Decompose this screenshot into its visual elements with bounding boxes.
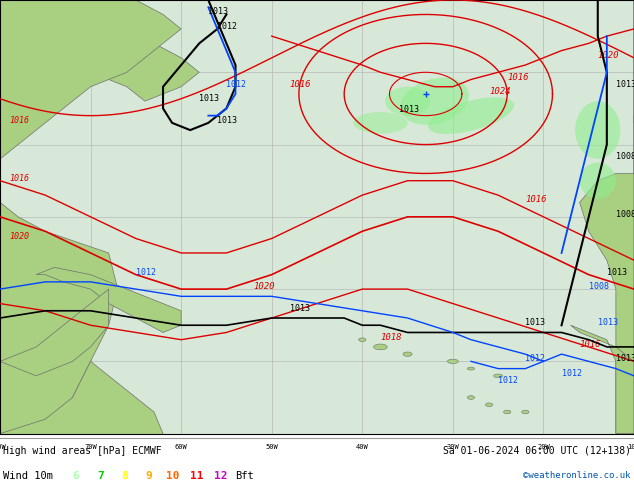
- Text: 1012: 1012: [226, 80, 247, 89]
- Text: 50W: 50W: [266, 444, 278, 450]
- Text: 1012: 1012: [498, 376, 518, 385]
- Text: 1016: 1016: [290, 80, 311, 89]
- Text: 20W: 20W: [537, 444, 550, 450]
- Text: 8: 8: [121, 471, 127, 481]
- Ellipse shape: [503, 410, 511, 414]
- Text: 1016: 1016: [507, 73, 529, 81]
- Text: 60W: 60W: [175, 444, 188, 450]
- Text: 7: 7: [97, 471, 103, 481]
- Polygon shape: [0, 0, 181, 434]
- Text: 1016: 1016: [9, 116, 29, 125]
- Text: 80W: 80W: [0, 444, 6, 450]
- Text: 1018: 1018: [380, 333, 402, 342]
- Ellipse shape: [403, 352, 412, 356]
- Text: 1013: 1013: [616, 354, 634, 364]
- Text: High wind areas [hPa] ECMWF: High wind areas [hPa] ECMWF: [3, 445, 162, 456]
- Text: 1020: 1020: [9, 231, 29, 241]
- Ellipse shape: [467, 367, 475, 370]
- Text: 1013: 1013: [290, 304, 310, 313]
- Text: 1013: 1013: [399, 105, 418, 114]
- Ellipse shape: [467, 396, 475, 399]
- Text: 1013: 1013: [526, 318, 545, 327]
- Ellipse shape: [486, 403, 493, 407]
- Polygon shape: [0, 0, 199, 101]
- Polygon shape: [579, 0, 634, 434]
- Text: 12: 12: [214, 471, 228, 481]
- Text: 1012: 1012: [217, 22, 237, 31]
- Ellipse shape: [359, 338, 366, 342]
- Ellipse shape: [494, 374, 503, 378]
- Text: 1024: 1024: [489, 87, 510, 96]
- Text: 1012: 1012: [526, 354, 545, 364]
- Text: 1013: 1013: [616, 80, 634, 89]
- Text: 1008: 1008: [589, 282, 609, 291]
- Text: 40W: 40W: [356, 444, 368, 450]
- Polygon shape: [571, 325, 634, 434]
- Polygon shape: [36, 268, 181, 332]
- Text: 1013: 1013: [598, 318, 618, 327]
- Polygon shape: [0, 289, 108, 376]
- Text: 1012: 1012: [136, 268, 156, 277]
- Ellipse shape: [353, 112, 408, 134]
- Ellipse shape: [401, 77, 469, 125]
- Text: 70W: 70W: [84, 444, 97, 450]
- Text: 1020: 1020: [254, 282, 275, 291]
- Ellipse shape: [522, 410, 529, 414]
- Text: 1008: 1008: [616, 152, 634, 161]
- Text: Wind 10m: Wind 10m: [3, 471, 53, 481]
- Text: 30W: 30W: [446, 444, 459, 450]
- Text: 11: 11: [190, 471, 204, 481]
- Polygon shape: [0, 362, 163, 470]
- Text: 1013: 1013: [209, 7, 228, 17]
- Ellipse shape: [575, 101, 621, 159]
- Text: 1016: 1016: [579, 340, 601, 349]
- Ellipse shape: [373, 344, 387, 350]
- Text: 1013: 1013: [199, 94, 219, 103]
- Text: ©weatheronline.co.uk: ©weatheronline.co.uk: [523, 471, 631, 480]
- Ellipse shape: [428, 98, 514, 134]
- Text: 9: 9: [145, 471, 152, 481]
- Text: Sa 01-06-2024 06:00 UTC (12+138): Sa 01-06-2024 06:00 UTC (12+138): [443, 445, 631, 456]
- Text: 10: 10: [165, 471, 179, 481]
- Text: Bft: Bft: [235, 471, 254, 481]
- Text: 1020: 1020: [598, 51, 619, 60]
- Text: 6: 6: [73, 471, 79, 481]
- Text: 1008: 1008: [616, 210, 634, 219]
- Text: 1016: 1016: [526, 196, 547, 204]
- Text: 10W: 10W: [628, 444, 634, 450]
- Ellipse shape: [385, 87, 430, 116]
- Ellipse shape: [448, 359, 458, 364]
- Text: 1013: 1013: [217, 116, 237, 125]
- Text: 1013: 1013: [607, 268, 627, 277]
- Text: 1012: 1012: [562, 369, 581, 378]
- Text: 1016: 1016: [9, 173, 29, 183]
- Ellipse shape: [579, 163, 616, 199]
